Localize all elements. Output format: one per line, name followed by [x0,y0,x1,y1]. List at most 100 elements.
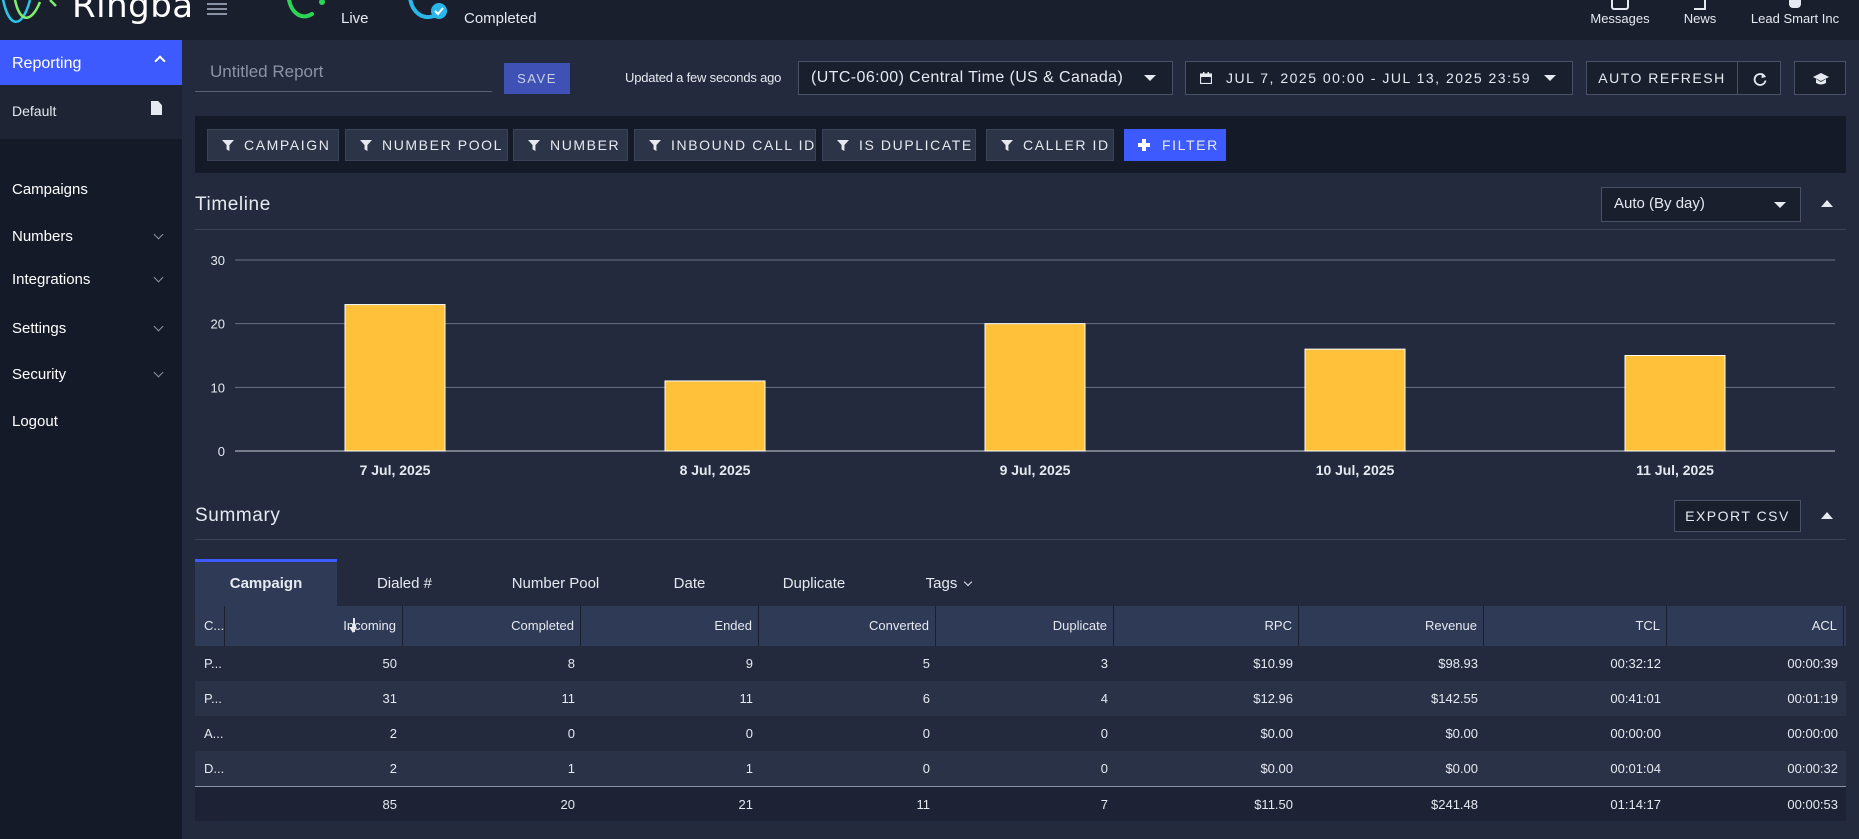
sidebar-subitem-default[interactable]: Default [0,85,182,139]
filter-chip-inbound-call-id[interactable]: INBOUND CALL ID [634,129,816,161]
timeline-chart: 0 10 20 30 7 Jul, 2025 8 Jul, 2025 9 Jul, 2025… [195,240,1846,485]
y-tick-label: 20 [211,317,225,332]
auto-refresh-button[interactable]: AUTO REFRESH [1586,61,1738,95]
filter-chip-label: CAMPAIGN [244,137,331,153]
tab-tags[interactable]: Tags [888,559,1009,606]
column-header-label: Incoming [343,618,396,633]
collapse-summary-icon[interactable] [1821,512,1833,519]
sidebar: Reporting Default Campaigns Numbers Inte… [0,40,182,839]
table-row[interactable]: P... 31 11 11 6 4 $12.96 $142.55 00:41:01 00:01:1… [195,681,1846,716]
filter-chip-is-duplicate[interactable]: IS DUPLICATE [822,129,976,161]
timezone-select[interactable]: (UTC-06:00) Central Time (US & Canada) [798,61,1173,95]
table-cell: 00:00:53 [1787,797,1838,812]
tab-label: Dialed # [376,575,433,592]
date-range-value: JUL 7, 2025 00:00 - JUL 13, 2025 23:59 [1226,70,1532,86]
sidebar-item-security[interactable]: Security [0,355,182,395]
caret-down-icon [1774,202,1786,208]
table-cell: 00:00:00 [1610,726,1661,741]
refresh-button[interactable] [1737,61,1781,95]
filter-chip-campaign[interactable]: CAMPAIGN [207,129,339,161]
column-header-campaign[interactable]: C... [195,606,225,646]
sidebar-item-integrations[interactable]: Integrations [0,260,182,300]
column-header-revenue[interactable]: Revenue [1299,606,1484,646]
column-header-converted[interactable]: Converted [759,606,936,646]
table-cell: 0 [922,761,930,776]
document-icon [151,101,162,115]
export-csv-button[interactable]: EXPORT CSV [1674,500,1801,532]
chart-bar[interactable] [344,304,446,452]
chevron-down-icon [153,229,164,240]
timeline-granularity-select[interactable]: Auto (By day) [1601,187,1801,222]
table-row[interactable]: A... 2 0 0 0 0 $0.00 $0.00 00:00:00 00:00:00 [195,716,1846,751]
tab-number-pool[interactable]: Number Pool [472,559,639,606]
filter-chip-number-pool[interactable]: NUMBER POOL [345,129,508,161]
table-cell: 00:00:39 [1787,656,1838,671]
table-cell: $0.00 [1260,761,1293,776]
sidebar-item-reporting[interactable]: Reporting [0,40,182,85]
tutorial-button[interactable] [1794,61,1846,95]
ringba-logo[interactable]: Ringba [0,0,190,40]
table-cell: 85 [382,797,397,812]
last-updated-text: Updated a few seconds ago [625,70,782,85]
table-cell: 11 [916,797,931,812]
sidebar-item-logout[interactable]: Logout [0,402,182,442]
chart-bar[interactable] [984,323,1086,452]
filter-chip-caller-id[interactable]: CALLER ID [986,129,1114,161]
tab-campaign[interactable]: Campaign [195,559,337,606]
chart-bar[interactable] [664,380,766,452]
y-tick-label: 10 [211,380,225,395]
add-filter-button[interactable]: FILTER [1124,129,1226,161]
table-cell: 1 [567,761,575,776]
chart-bar[interactable] [1304,348,1406,452]
table-totals-row[interactable]: 85 20 21 11 7 $11.50 $241.48 01:14:17 00:00:53 [195,786,1846,821]
table-cell: 00:41:01 [1610,691,1661,706]
sidebar-item-numbers[interactable]: Numbers [0,217,182,257]
summary-tabs: Campaign Dialed # Number Pool Date Dupli… [195,559,1846,606]
y-tick-label: 0 [218,444,225,459]
table-cell: 0 [922,726,930,741]
sidebar-item-label: Reporting [12,55,82,72]
date-range-picker[interactable]: JUL 7, 2025 00:00 - JUL 13, 2025 23:59 [1185,61,1573,95]
add-filter-label: FILTER [1162,137,1219,153]
tab-label: Campaign [229,575,303,592]
messages-button[interactable]: Messages [1590,0,1650,40]
table-cell: D... [204,761,225,776]
sidebar-item-settings[interactable]: Settings [0,309,182,349]
table-cell: A... [204,726,224,741]
sidebar-item-campaigns[interactable]: Campaigns [0,170,182,210]
table-row[interactable]: D... 2 1 1 0 0 $0.00 $0.00 00:01:04 00:00:32 [195,751,1846,786]
account-label: Lead Smart Inc [1750,11,1840,26]
column-header-completed[interactable]: Completed [403,606,581,646]
column-header-tcl[interactable]: TCL [1484,606,1667,646]
column-header-rpc[interactable]: RPC [1114,606,1299,646]
tab-date[interactable]: Date [639,559,740,606]
news-button[interactable]: News [1680,0,1720,40]
save-button[interactable]: SAVE [504,63,570,94]
table-cell: 0 [1100,761,1108,776]
column-header-ended[interactable]: Ended [581,606,759,646]
tab-label: Duplicate [782,575,846,592]
column-header-duplicate[interactable]: Duplicate [936,606,1114,646]
column-header-acl[interactable]: ACL [1667,606,1844,646]
tab-label: Date [673,575,706,592]
menu-toggle-icon[interactable] [207,0,227,15]
tab-dialed[interactable]: Dialed # [337,559,472,606]
filter-chip-label: NUMBER POOL [382,137,504,153]
filter-chip-number[interactable]: NUMBER [513,129,628,161]
column-header-incoming[interactable]: Incoming [225,606,403,646]
table-row[interactable]: P... 50 8 9 5 3 $10.99 $98.93 00:32:12 00:00:39 [195,646,1846,681]
table-cell: 9 [745,656,753,671]
report-title-input[interactable]: Untitled Report [195,56,492,92]
tab-duplicate[interactable]: Duplicate [740,559,888,606]
y-tick-label: 30 [211,253,225,268]
chevron-down-icon [153,272,164,283]
table-cell: 2 [389,761,397,776]
x-tick-label: 8 Jul, 2025 [680,462,751,478]
table-cell: P... [204,691,222,706]
chart-bar[interactable] [1624,355,1726,452]
filter-chip-label: INBOUND CALL ID [671,137,816,153]
account-menu[interactable]: Lead Smart Inc [1750,0,1840,40]
collapse-timeline-icon[interactable] [1821,200,1833,207]
filter-icon [222,140,234,151]
table-cell: 20 [560,797,575,812]
